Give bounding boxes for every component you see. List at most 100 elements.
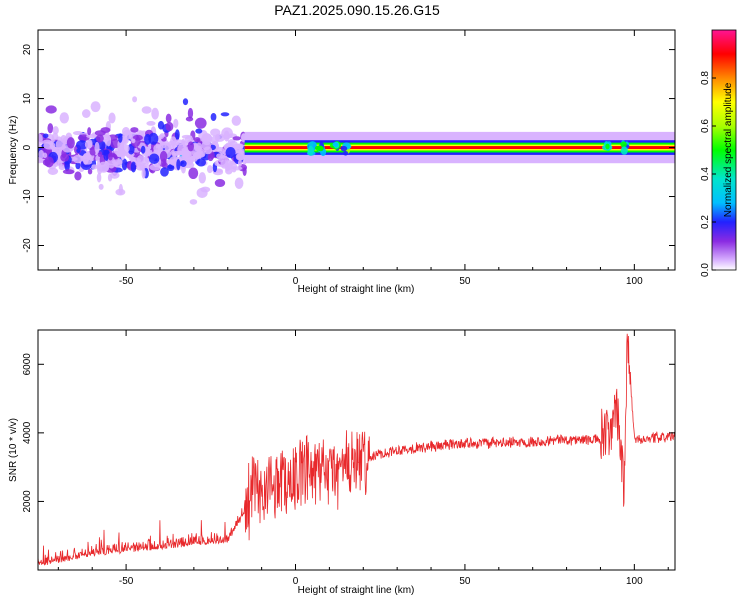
spectrogram-blob (76, 140, 88, 150)
spectrogram-blob (81, 109, 91, 118)
colorbar: 0.0 0.2 0.4 0.6 0.8 Normalized spectral ampl… (700, 29, 737, 277)
spectrogram-blob (193, 151, 205, 158)
spectrogram-panel: -50 0 50 100 -20 -10 0 10 20 Height of straight … (8, 29, 676, 295)
spectrogram-blob (89, 146, 96, 156)
spectrogram-blob (231, 115, 242, 126)
spectrogram-blob (84, 140, 93, 149)
spectrogram-blob (108, 112, 116, 124)
colorbar-tick-label: 0.2 (700, 215, 711, 229)
spectrogram-blob (211, 135, 219, 145)
spectrogram-blob (237, 159, 243, 167)
spectrogram-blob (122, 129, 133, 140)
spectrogram-blob (165, 113, 172, 123)
x-tick-label: 50 (459, 276, 471, 287)
spectrogram-blob (130, 161, 137, 173)
spectrogram-blob (232, 136, 242, 141)
colorbar-frame (711, 29, 737, 271)
spectrogram-blob (72, 154, 84, 164)
spectrogram-blob (181, 146, 191, 159)
spectrogram-blob (87, 127, 92, 136)
spectrogram-blob (159, 150, 168, 162)
spectrogram-blob (76, 148, 81, 154)
spectrogram-blob (94, 141, 100, 154)
x-tick-label: 0 (293, 276, 299, 287)
disturbance-blob (605, 143, 610, 150)
snr-marks (38, 333, 675, 566)
spectrogram-frame (37, 29, 676, 271)
spectrogram-blob (206, 165, 213, 174)
spectrogram-blob (198, 172, 206, 184)
spectrogram-blob (90, 101, 101, 113)
spectrogram-blob (115, 188, 126, 196)
spectrogram-blob (62, 169, 75, 175)
spectrogram-blob (141, 106, 152, 114)
spectrogram-blob (90, 164, 98, 170)
spectrogram-blob (165, 121, 174, 132)
spectrogram-blob (38, 133, 43, 145)
spectrogram-blob (174, 129, 180, 141)
tone-band (244, 146, 675, 150)
spectrogram-blob (181, 134, 193, 139)
y-tick-label: 20 (22, 44, 33, 56)
spectrogram-xlabel: Height of straight line (km) (298, 284, 415, 295)
spectrogram-blob (42, 133, 49, 139)
spectrogram-blob (131, 138, 136, 144)
disturbance-blob (332, 142, 339, 147)
spectrogram-blob (132, 96, 138, 103)
y-tick-label: 0 (22, 144, 33, 150)
spectrogram-blob (121, 158, 128, 171)
spectrogram-blob (149, 163, 161, 171)
snr-panel: -50 0 50 100 2000 4000 6000 Height of straight… (8, 329, 676, 596)
spectrogram-blob (87, 168, 93, 175)
spectrogram-blob (127, 143, 135, 155)
spectrogram-blob (210, 113, 217, 122)
spectrogram-blob (148, 153, 160, 164)
spectrogram-blob (201, 140, 211, 151)
y-tick-label: -10 (22, 189, 33, 204)
spectrogram-blob (107, 152, 113, 161)
y-tick-label: -20 (22, 238, 33, 253)
x-tick-label: 100 (626, 276, 643, 287)
spectrogram-blob (218, 156, 224, 163)
spectrogram-blob (74, 171, 82, 181)
spectrogram-blob (189, 199, 198, 205)
spectrogram-blob (140, 145, 146, 154)
spectrogram-blob (98, 183, 104, 190)
spectrogram-blob (235, 152, 245, 161)
spectrogram-blob (172, 139, 185, 146)
x-tick-label: 50 (459, 576, 471, 587)
disturbance-blob (620, 146, 628, 155)
spectrogram-blob (180, 160, 187, 168)
colorbar-tick-label: 0.0 (700, 263, 711, 277)
spectrogram-blob (106, 135, 112, 147)
spectrogram-blob (98, 161, 110, 173)
colorbar-ticks: 0.0 0.2 0.4 0.6 0.8 (700, 71, 716, 277)
disturbance-blob (317, 145, 324, 152)
figure-title: PAZ1.2025.090.15.26.G15 (274, 2, 440, 18)
x-tick-label: 0 (293, 576, 299, 587)
disturbance-blob (340, 145, 348, 152)
snr-frame (37, 329, 676, 571)
spectrogram-blob (153, 144, 162, 153)
spectrogram-blob (151, 107, 159, 120)
spectrogram-blob (135, 162, 142, 167)
y-tick-label: 4000 (22, 421, 33, 444)
spectrogram-ticks: -50 0 50 100 -20 -10 0 10 20 (22, 30, 675, 287)
snr-xlabel: Height of straight line (km) (298, 585, 415, 596)
colorbar-tick-label: 0.8 (700, 71, 711, 85)
spectrogram-blob (113, 161, 118, 168)
spectrogram-blob (94, 130, 106, 136)
x-tick-label: -50 (119, 576, 134, 587)
spectrogram-blob (195, 128, 203, 134)
colorbar-tick-label: 0.6 (700, 119, 711, 133)
spectrogram-blob (157, 120, 165, 130)
x-tick-label: -50 (119, 276, 134, 287)
spectrogram-blob (38, 149, 45, 159)
snr-ylabel: SNR (10 * v/v) (8, 418, 19, 482)
spectrogram-blob (201, 133, 213, 143)
spectrogram-blob (223, 130, 230, 142)
spectrogram-blob (160, 167, 169, 177)
y-tick-label: 6000 (22, 353, 33, 376)
spectrogram-blob (173, 118, 179, 129)
